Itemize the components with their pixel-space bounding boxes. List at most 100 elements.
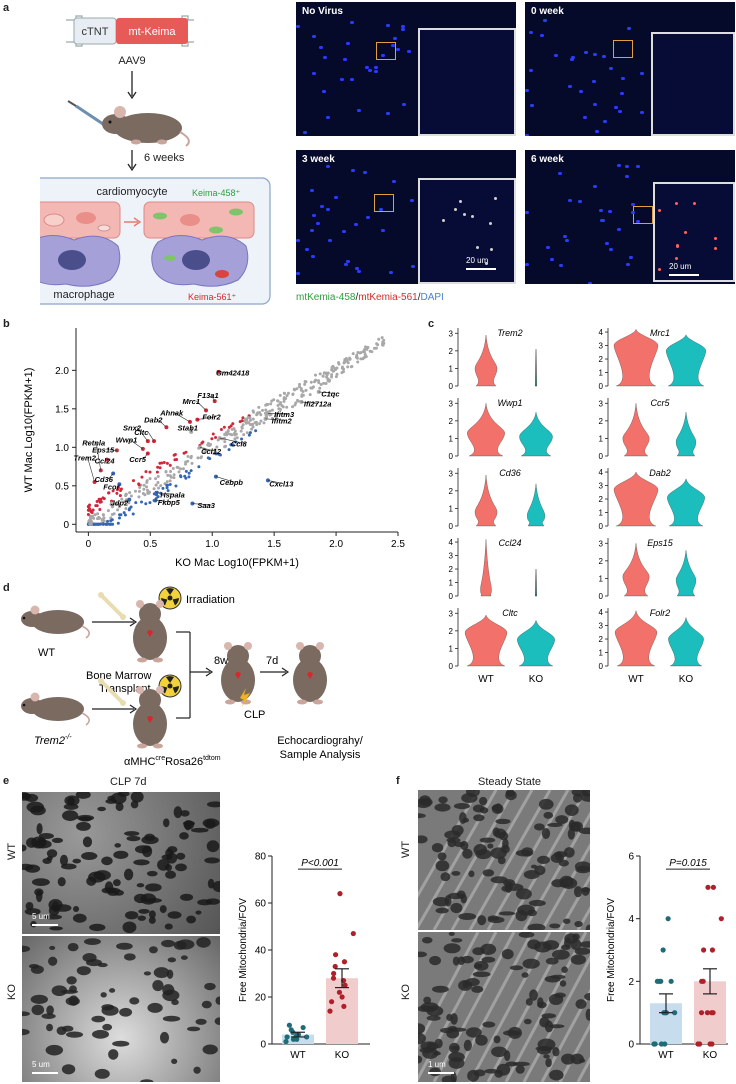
nucleus-dot [564,238,569,242]
data-point-ko [329,999,335,1005]
gene-point [291,393,295,397]
mitochondrion [215,996,220,1005]
mitochondrion [65,996,80,1006]
gene-point [177,470,181,474]
mitochondrion [559,980,567,987]
mitochondrion [552,1046,560,1057]
nucleus-dot [605,241,610,245]
data-point-ko [698,1010,705,1016]
mitochondrion [509,965,524,971]
mitochondrion [457,956,466,965]
nucleus-dot [326,115,331,119]
mitochondrion [429,955,442,966]
data-point-wt [654,978,660,984]
mitochondrion [162,989,180,1002]
gene-point [295,387,299,391]
label-leader [136,427,149,442]
gene-point [300,393,304,397]
micrograph-0-week: 0 week [525,2,735,136]
em-image-f-wt [418,790,590,930]
nucleus-dot [373,70,378,74]
gene-point [227,448,231,452]
gene-point [168,463,172,467]
mitochondrion [505,1061,518,1067]
nucleus-dot [549,258,554,262]
gene-point [181,467,185,471]
label-leader [301,401,318,404]
data-point-ko [339,994,345,1000]
mitochondrion [115,802,124,812]
gene-point [99,522,103,526]
gene-label: Dab2 [144,416,163,425]
gene-point [231,443,235,447]
gene-point [316,379,320,383]
mitochondrion [167,846,178,854]
gene-label: Ahnak [159,409,184,418]
mitochondrion [472,804,485,813]
gene-point [278,402,282,406]
labeled-gene-point [92,479,97,484]
mitochondrion [584,993,590,1001]
mitochondrion [51,837,64,844]
mitochondrion [418,951,427,958]
gene-point [120,497,124,501]
gene-point [330,368,334,372]
mitochondrion [114,843,122,848]
mitochondrion [48,956,58,966]
x-tick-label: 0.5 [143,539,157,550]
nucleus-dot [608,248,613,252]
gene-point [318,386,322,390]
nucleus-dot [543,18,548,22]
mitochondrion [498,831,509,841]
violin-y-tick-label: 4 [599,468,604,477]
mitochondrion [164,923,173,930]
mitochondrion [479,796,488,806]
mitochondrion [101,1005,119,1016]
mitochondrion [492,827,501,837]
label-leader [124,499,130,503]
data-point-wt [300,1024,306,1031]
gene-point [172,476,176,480]
gene-label: Ccl24 [95,456,116,465]
mitochondrion [30,994,48,1004]
gene-point [282,391,286,395]
mitochondrion [212,880,220,893]
nucleus-dot [309,228,314,232]
gene-point [91,508,95,512]
gene-point [363,353,367,357]
label-leader [267,413,289,415]
construct-ctnt: cTNT [82,26,109,38]
mitochondrion [527,923,546,930]
violin-gene-name: Cd36 [499,468,521,478]
nucleus-dot [323,55,328,59]
mitochondrion [149,946,158,954]
gene-point [321,374,325,378]
gene-point [298,382,302,386]
mitochondrion [116,942,133,950]
gene-point [101,513,105,517]
mitochondrion [537,855,550,865]
mitochondrion [161,939,175,948]
mitochondrion [537,1046,552,1055]
data-point-ko [330,975,337,981]
mitochondrion [574,921,583,928]
nucleus-dot [305,247,310,251]
gene-point [131,512,135,516]
mitochondrion [527,909,537,917]
violin-ko [666,334,706,387]
gene-label: F13a1 [197,391,218,400]
gene-label: Gm42418 [216,369,250,378]
mitochondrion [523,870,540,880]
data-point-ko [336,989,343,995]
data-point-ko [341,959,348,965]
violin-y-tick-label: 3 [599,399,604,408]
nucleus-dot [401,102,406,106]
gene-point [254,429,258,433]
gene-point [337,361,341,365]
label-echo-1: Echocardiograhy/ [277,735,364,747]
nucleus-dot [627,27,631,31]
mitochondrion [574,861,590,872]
nucleus-dot [385,111,390,115]
gene-point [382,338,386,342]
y-tick-label: 0 [260,1040,266,1051]
